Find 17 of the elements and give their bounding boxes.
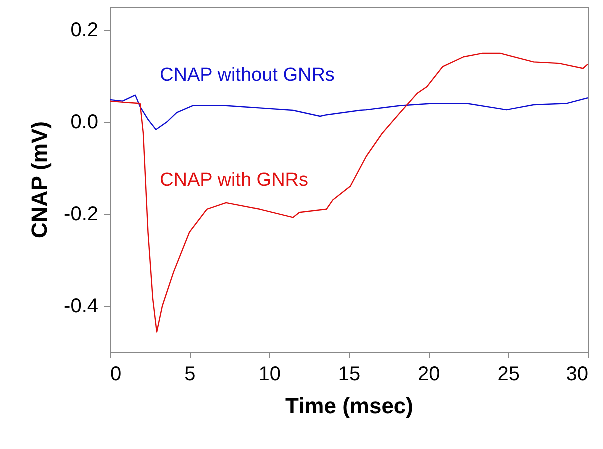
x-tick-label: 20 — [418, 364, 440, 386]
line-series — [110, 52, 588, 333]
y-tick-label: 0.2 — [70, 20, 98, 42]
x-tick-label: 15 — [338, 364, 361, 386]
x-tick-label: 30 — [566, 364, 588, 386]
x-tick-label: 25 — [498, 364, 520, 386]
series-label: CNAP without GNRs — [160, 65, 335, 86]
y-tick-label: -0.4 — [64, 296, 98, 318]
x-axis-title: Time (msec) — [286, 394, 414, 418]
x-tick-label: 5 — [184, 364, 196, 386]
y-tick-label: -0.2 — [64, 204, 98, 226]
x-tick-label: 10 — [258, 364, 281, 386]
y-tick-label: 0.0 — [70, 112, 98, 134]
line-series — [110, 94, 588, 130]
x-tick-label: 0 — [110, 364, 122, 386]
y-axis-title: CNAP (mV) — [27, 122, 52, 238]
series-label: CNAP with GNRs — [160, 170, 309, 191]
